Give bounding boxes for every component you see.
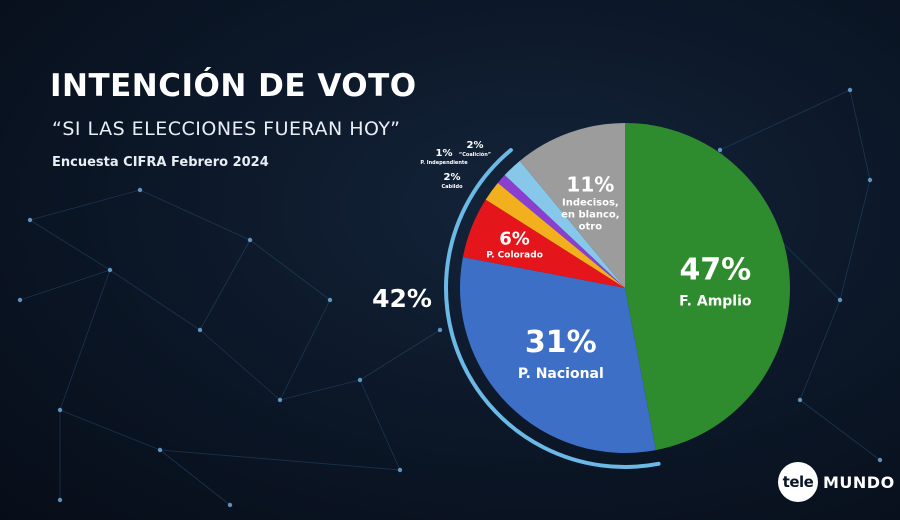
pie-slice (625, 123, 790, 451)
network-node (877, 457, 883, 463)
network-link (29, 189, 141, 221)
chart-subtitle: “SI LAS ELECCIONES FUERAN HOY” (52, 118, 401, 140)
network-link (799, 299, 841, 401)
network-link (849, 89, 871, 181)
network-node (137, 187, 143, 193)
survey-source: Encuesta CIFRA Febrero 2024 (52, 155, 269, 170)
network-node (17, 297, 23, 303)
network-link (59, 409, 161, 451)
small-percent-label: 1% (436, 148, 453, 159)
logo-circle: tele (778, 462, 818, 502)
small-name-label: Cabildo (441, 184, 463, 190)
pie-slice (519, 123, 625, 288)
network-link (159, 449, 231, 506)
small-percent-label: 2% (444, 172, 461, 183)
network-link (279, 299, 331, 401)
slice-percent-label: 11% (566, 173, 614, 197)
network-link (199, 239, 251, 331)
network-link (59, 269, 111, 411)
network-link (359, 329, 441, 381)
small-name-label: “Coalición” (459, 151, 491, 158)
network-node (717, 147, 723, 153)
slice-percent-label: 31% (525, 325, 597, 360)
network-node (397, 467, 403, 473)
network-link (199, 329, 281, 401)
network-node (227, 502, 233, 508)
network-node (797, 397, 803, 403)
bracket-percent-label: 42% (372, 284, 432, 313)
network-link (109, 269, 201, 331)
network-link (249, 239, 331, 301)
pie-slice (497, 175, 625, 288)
network-node (247, 237, 253, 243)
slice-name-label: otro (579, 222, 603, 233)
network-node (437, 327, 443, 333)
network-node (57, 497, 63, 503)
bracket-arc (444, 148, 661, 469)
network-node (197, 327, 203, 333)
network-node (357, 377, 363, 383)
network-node (107, 267, 113, 273)
slice-name-label: Indecisos, (562, 198, 619, 209)
network-link (719, 89, 851, 151)
slice-name-label: en blanco, (561, 210, 619, 221)
logo-wordmark: MUNDO (823, 472, 895, 492)
chart-title: INTENCIÓN DE VOTO (50, 68, 417, 104)
slice-name-label: F. Amplio (679, 293, 752, 309)
network-link (359, 379, 401, 471)
network-node (57, 407, 63, 413)
network-node (837, 297, 843, 303)
network-link (19, 269, 111, 301)
slice-name-label: P. Colorado (486, 250, 543, 260)
slice-name-label: P. Nacional (518, 366, 604, 382)
pie-slice (460, 257, 656, 453)
network-node (157, 447, 163, 453)
network-node (27, 217, 33, 223)
network-link (799, 399, 881, 461)
network-node (847, 87, 853, 93)
pie-slice (485, 182, 625, 288)
telemundo-logo: tele MUNDO (778, 462, 895, 502)
network-node (277, 397, 283, 403)
slice-percent-label: 6% (499, 228, 530, 249)
pie-slice (504, 160, 625, 288)
slice-percent-label: 47% (679, 252, 751, 287)
network-link (279, 379, 361, 401)
network-node (327, 297, 333, 303)
small-percent-label: 2% (467, 140, 484, 151)
network-link (839, 179, 871, 301)
pie-slice (462, 199, 625, 288)
network-link (139, 189, 251, 241)
network-node (867, 177, 873, 183)
network-link (29, 219, 111, 271)
network-link (159, 449, 401, 471)
small-name-label: P. Independiente (420, 160, 468, 166)
